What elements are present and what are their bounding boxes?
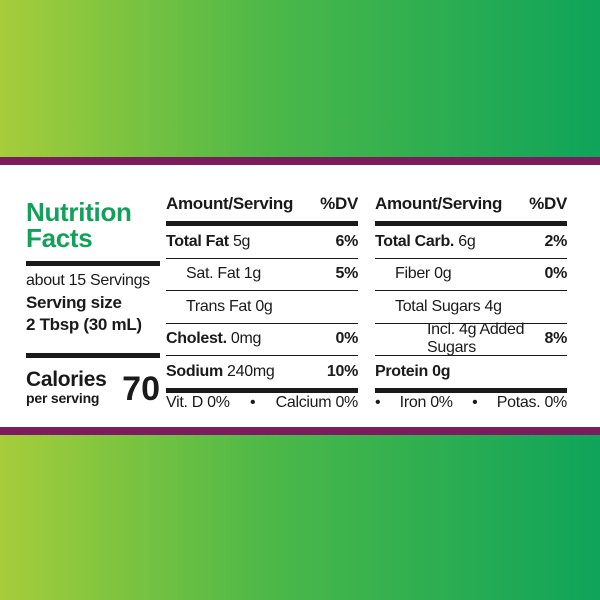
calories-label: Calories	[26, 368, 107, 391]
servings-info: about 15 Servings Serving size 2 Tbsp (3…	[26, 261, 160, 336]
nutrient-amount: 5g	[232, 232, 251, 250]
nutrient-name: Total Carb.	[375, 232, 455, 250]
nutrition-facts-title: Nutrition Facts	[26, 199, 160, 251]
nutrient-name: Total Sugars 4g	[395, 297, 502, 315]
nutrient-amount: 6g	[458, 232, 476, 250]
vitamins-footer-left: Vit. D 0% • Calcium 0%	[166, 387, 358, 419]
table-row: Total Carb. 6g 2%	[375, 226, 567, 259]
nutrient-amount: 0mg	[230, 330, 262, 348]
nutrient-name: Sat. Fat 1g	[186, 265, 261, 283]
bullet-separator: •	[472, 394, 478, 411]
nutrient-name: Cholest.	[166, 330, 227, 348]
nutrient-dv: 6%	[335, 232, 358, 250]
calories-box: Calories per serving 70	[26, 353, 160, 409]
table-row: Trans Fat 0g	[166, 291, 358, 324]
nutrient-amount: 240mg	[227, 362, 275, 380]
table-row: Sodium 240mg 10%	[166, 356, 358, 393]
table-row: Cholest. 0mg 0%	[166, 324, 358, 356]
nutrient-dv: 2%	[544, 232, 567, 250]
nutrient-name: Protein 0g	[375, 362, 451, 380]
header-amount: Amount/Serving	[375, 194, 503, 213]
serving-size-value: 2 Tbsp (30 mL)	[26, 315, 142, 334]
vitamin-d: Vit. D 0%	[166, 394, 230, 411]
nutrient-dv: 5%	[335, 265, 358, 283]
nutrient-name: Trans Fat 0g	[186, 297, 273, 315]
table-row: Incl. 4g Added Sugars 8%	[375, 321, 567, 357]
serving-size-label: Serving size	[26, 293, 122, 312]
servings-count: about 15 Servings	[26, 272, 150, 289]
bullet-separator: •	[250, 394, 256, 411]
title-line-2: Facts	[26, 223, 93, 253]
table-row: Protein 0g	[375, 356, 567, 393]
nutrient-table-right: Amount/Serving %DV Total Carb. 6g 2% Fib…	[375, 187, 567, 393]
nutrient-dv: 8%	[544, 330, 567, 348]
table-header: Amount/Serving %DV	[375, 187, 567, 226]
table-row: Fiber 0g 0%	[375, 259, 567, 291]
calcium: Calcium 0%	[275, 394, 359, 411]
table-header: Amount/Serving %DV	[166, 187, 358, 226]
nutrient-dv: 0%	[335, 330, 358, 348]
calories-value: 70	[122, 370, 160, 408]
potassium: Potas. 0%	[496, 394, 568, 411]
table-row: Total Fat 5g 6%	[166, 226, 358, 259]
nutrient-name: Total Fat	[166, 232, 229, 250]
bullet-separator: •	[375, 394, 381, 411]
vitamins-footer-right: • Iron 0% • Potas. 0%	[375, 387, 567, 419]
table-row: Total Sugars 4g	[375, 291, 567, 324]
header-dv: %DV	[529, 194, 567, 213]
nutrient-table-left: Amount/Serving %DV Total Fat 5g 6% Sat. …	[166, 187, 358, 393]
table-row: Sat. Fat 1g 5%	[166, 259, 358, 291]
header-amount: Amount/Serving	[166, 194, 294, 213]
nutrient-dv: 0%	[544, 265, 567, 283]
calories-sub-label: per serving	[26, 390, 100, 406]
nutrient-dv: 10%	[326, 362, 358, 380]
iron: Iron 0%	[399, 394, 453, 411]
title-line-1: Nutrition	[26, 197, 132, 227]
nutrient-name: Incl. 4g Added Sugars	[427, 321, 525, 357]
nutrition-facts-band: Nutrition Facts about 15 Servings Servin…	[0, 157, 600, 435]
nutrient-name: Fiber 0g	[395, 265, 452, 283]
header-dv: %DV	[320, 194, 358, 213]
nutrient-name: Sodium	[166, 362, 223, 380]
